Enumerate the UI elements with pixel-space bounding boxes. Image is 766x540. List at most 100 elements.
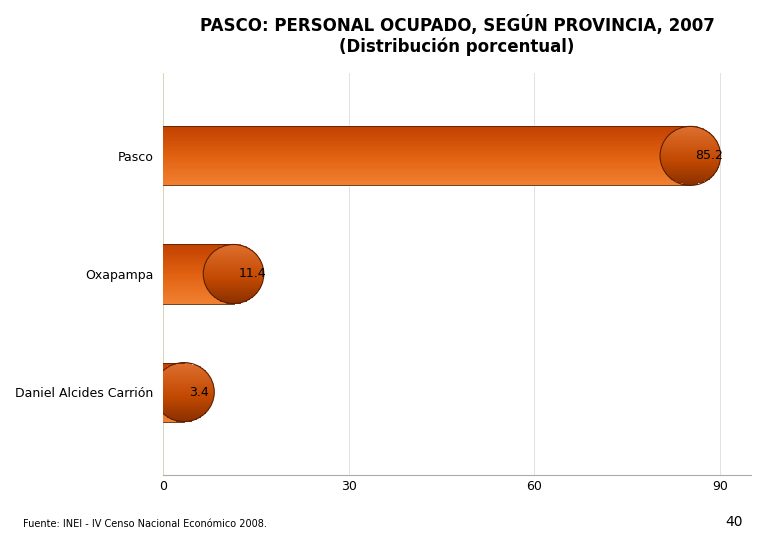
Bar: [163, 179, 690, 181]
Bar: [163, 258, 234, 259]
Bar: [163, 383, 184, 384]
Bar: [163, 175, 690, 177]
Bar: [155, 398, 214, 400]
Bar: [662, 164, 719, 166]
Bar: [163, 131, 690, 132]
Bar: [163, 364, 184, 366]
Bar: [163, 417, 184, 418]
Bar: [163, 134, 690, 135]
Bar: [154, 386, 214, 388]
Bar: [163, 302, 234, 303]
Bar: [214, 295, 253, 298]
Bar: [163, 376, 184, 377]
Bar: [206, 286, 261, 288]
Bar: [204, 270, 264, 272]
Bar: [205, 282, 263, 284]
Text: 11.4: 11.4: [238, 267, 266, 280]
Bar: [661, 162, 720, 164]
Bar: [163, 290, 234, 292]
Bar: [163, 402, 184, 404]
Bar: [677, 181, 703, 184]
Bar: [163, 137, 690, 138]
Bar: [163, 274, 234, 275]
Bar: [210, 254, 257, 256]
Bar: [163, 275, 234, 277]
Bar: [163, 156, 690, 157]
Bar: [163, 273, 234, 274]
Bar: [210, 292, 257, 294]
Bar: [163, 144, 690, 146]
Bar: [163, 362, 184, 364]
Bar: [161, 410, 208, 412]
Bar: [163, 169, 690, 171]
Bar: [212, 252, 255, 254]
Bar: [163, 370, 184, 372]
Bar: [163, 277, 234, 279]
Bar: [163, 245, 234, 246]
Bar: [163, 299, 234, 301]
Bar: [163, 184, 690, 185]
Bar: [154, 392, 214, 394]
Bar: [163, 298, 234, 299]
Bar: [163, 268, 234, 269]
Bar: [163, 256, 234, 258]
Bar: [162, 370, 205, 373]
Bar: [163, 246, 234, 247]
Bar: [163, 255, 234, 256]
Bar: [162, 412, 205, 414]
Bar: [664, 170, 716, 172]
Bar: [205, 262, 262, 264]
Bar: [163, 280, 234, 281]
Bar: [165, 368, 204, 370]
Bar: [163, 267, 234, 268]
Bar: [208, 288, 260, 290]
Bar: [660, 150, 720, 152]
Bar: [204, 276, 264, 278]
Text: 40: 40: [725, 515, 743, 529]
Bar: [205, 284, 262, 286]
Text: 3.4: 3.4: [189, 386, 208, 399]
Bar: [203, 272, 264, 274]
Bar: [221, 246, 247, 248]
Bar: [163, 367, 184, 368]
Bar: [663, 142, 718, 144]
Bar: [163, 151, 690, 153]
Bar: [163, 285, 234, 286]
Bar: [204, 266, 263, 268]
Bar: [163, 249, 234, 251]
Bar: [163, 398, 184, 400]
Bar: [163, 386, 184, 388]
Bar: [673, 130, 707, 132]
Bar: [163, 380, 184, 382]
Bar: [163, 293, 234, 295]
Bar: [163, 384, 184, 386]
Bar: [163, 279, 234, 280]
Bar: [163, 286, 234, 287]
Bar: [660, 156, 721, 158]
Bar: [208, 258, 260, 260]
Bar: [163, 146, 690, 147]
Bar: [165, 414, 204, 416]
Bar: [163, 165, 690, 166]
Bar: [667, 136, 714, 138]
Bar: [226, 301, 241, 303]
Bar: [171, 364, 197, 367]
Bar: [176, 362, 192, 365]
Bar: [154, 396, 214, 398]
Bar: [226, 245, 241, 246]
Bar: [163, 128, 690, 129]
Bar: [163, 379, 184, 380]
Bar: [163, 388, 184, 389]
Polygon shape: [160, 38, 163, 498]
Bar: [206, 260, 261, 262]
Bar: [666, 138, 715, 140]
Bar: [163, 289, 234, 290]
Bar: [163, 140, 690, 141]
Bar: [163, 374, 184, 376]
Bar: [155, 382, 213, 384]
Bar: [163, 132, 690, 134]
Bar: [158, 406, 210, 408]
Bar: [671, 132, 710, 134]
Bar: [660, 160, 720, 162]
Bar: [163, 395, 184, 396]
